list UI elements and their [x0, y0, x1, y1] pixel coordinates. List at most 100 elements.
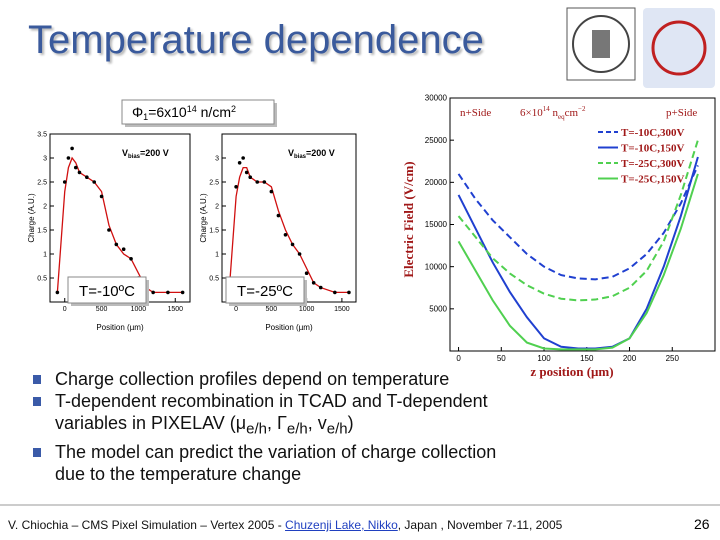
x-tick-label: 250 — [666, 354, 680, 363]
x-tick-label: 500 — [266, 306, 278, 313]
data-point — [151, 290, 155, 295]
y-tick-label: 2.5 — [37, 179, 47, 186]
y-tick-label: 25000 — [425, 136, 448, 145]
text: eq — [558, 113, 565, 121]
y-tick-label: 1 — [43, 251, 47, 258]
series-line — [457, 156, 699, 350]
series-line — [457, 173, 699, 351]
series-line — [457, 139, 699, 302]
text: Charge collection profiles depend on tem… — [55, 369, 450, 389]
data-point — [73, 165, 78, 170]
data-point — [70, 146, 74, 151]
data-point — [262, 180, 267, 184]
bullet-list: Charge collection profiles depend on tem… — [33, 368, 503, 485]
data-point — [129, 257, 133, 261]
data-point — [255, 180, 260, 184]
x-tick-label: 0 — [456, 354, 461, 363]
text: Γ — [277, 413, 287, 433]
y-tick-label: 2 — [215, 203, 219, 210]
text: μ — [235, 413, 247, 433]
x-axis-label: Position (µm) — [265, 323, 313, 332]
slide-title: Temperature dependence — [28, 18, 484, 62]
legend-label: T=-10C,300V — [621, 127, 684, 139]
text: e/h — [286, 420, 308, 438]
logo-building — [592, 30, 610, 58]
data-point — [62, 180, 67, 184]
x-tick-label: 1000 — [131, 306, 147, 313]
text: The model can predict the variation of c… — [55, 441, 497, 484]
side-label: p+Side — [666, 107, 697, 119]
text: 2 — [231, 104, 236, 114]
x-axis-label: Position (µm) — [96, 323, 144, 332]
y-tick-label: 1.5 — [209, 227, 219, 234]
data-point — [166, 290, 170, 295]
data-point — [234, 185, 238, 189]
text: −2 — [578, 105, 586, 113]
y-tick-label: 10000 — [425, 262, 448, 271]
y-axis-label: Charge (A.U.) — [27, 193, 36, 243]
link[interactable]: Chuzenji Lake, Nikko — [285, 518, 398, 532]
x-tick-label: 50 — [497, 354, 506, 363]
logo-ring — [572, 15, 630, 73]
x-tick-label: 1000 — [299, 306, 315, 313]
text: V — [288, 148, 294, 158]
text: cm — [565, 107, 579, 119]
text: bias — [294, 154, 307, 160]
x-tick-label: 200 — [623, 354, 637, 363]
temp-label: T=-25ºC — [237, 283, 293, 300]
text: e/h — [326, 420, 348, 438]
data-point — [276, 213, 281, 218]
y-tick-label: 20000 — [425, 178, 448, 187]
text: ) — [347, 413, 354, 433]
x-axis-label: z position (μm) — [530, 364, 613, 379]
text: v — [317, 413, 327, 433]
fluence-box — [121, 99, 275, 125]
text: T-dependent recombination in TCAD and T-… — [55, 391, 488, 433]
field-plot: 5000 10000 15000 20000 25000 30000 0 50 100 150 20… — [401, 94, 716, 379]
legend-label: T=-25C,150V — [621, 174, 684, 186]
data-point — [121, 247, 126, 251]
temp-box — [67, 276, 147, 304]
data-point — [248, 175, 253, 179]
cms-ring — [651, 20, 707, 76]
legend-label: T=-10C,150V — [621, 143, 684, 155]
data-point — [85, 175, 89, 179]
text: =6x10 — [148, 104, 187, 120]
y-tick-label: 1 — [215, 251, 219, 258]
text: =200 V — [306, 148, 335, 158]
text: bias — [128, 154, 141, 160]
data-point — [297, 252, 302, 256]
x-tick-label: 0 — [63, 306, 67, 313]
bullet: T-dependent recombination in TCAD and T-… — [33, 390, 503, 441]
page-number: 26 — [694, 516, 710, 532]
text: n/cm — [197, 104, 231, 120]
temp-box — [225, 276, 305, 304]
x-tick-label: 100 — [537, 354, 551, 363]
y-tick-label: 30000 — [425, 94, 448, 103]
text: Φ — [132, 104, 143, 120]
series-line — [457, 165, 699, 281]
y-tick-label: 15000 — [425, 220, 448, 229]
x-tick-label: 0 — [234, 306, 238, 313]
y-tick-label: 3.5 — [37, 131, 47, 138]
text: e/h — [246, 420, 267, 438]
data-point — [180, 290, 185, 295]
text: 14 — [543, 105, 551, 113]
text: , — [307, 413, 318, 433]
data-point — [114, 242, 119, 247]
data-point — [66, 156, 71, 160]
y-axis-label: Charge (A.U.) — [199, 193, 208, 243]
y-tick-label: 1.5 — [37, 227, 47, 234]
bias-label: Vbias=200 V — [288, 148, 335, 160]
y-tick-label: 3 — [215, 155, 219, 162]
data-point — [92, 180, 97, 184]
x-tick-label: 1500 — [167, 306, 183, 313]
bias-label: Vbias=200 V — [122, 148, 169, 160]
text: 14 — [187, 104, 197, 114]
data-point — [333, 290, 337, 295]
data-point — [77, 170, 82, 175]
data-point — [304, 271, 309, 276]
fluence-label: 6×1014 neqcm−2 — [520, 105, 586, 121]
